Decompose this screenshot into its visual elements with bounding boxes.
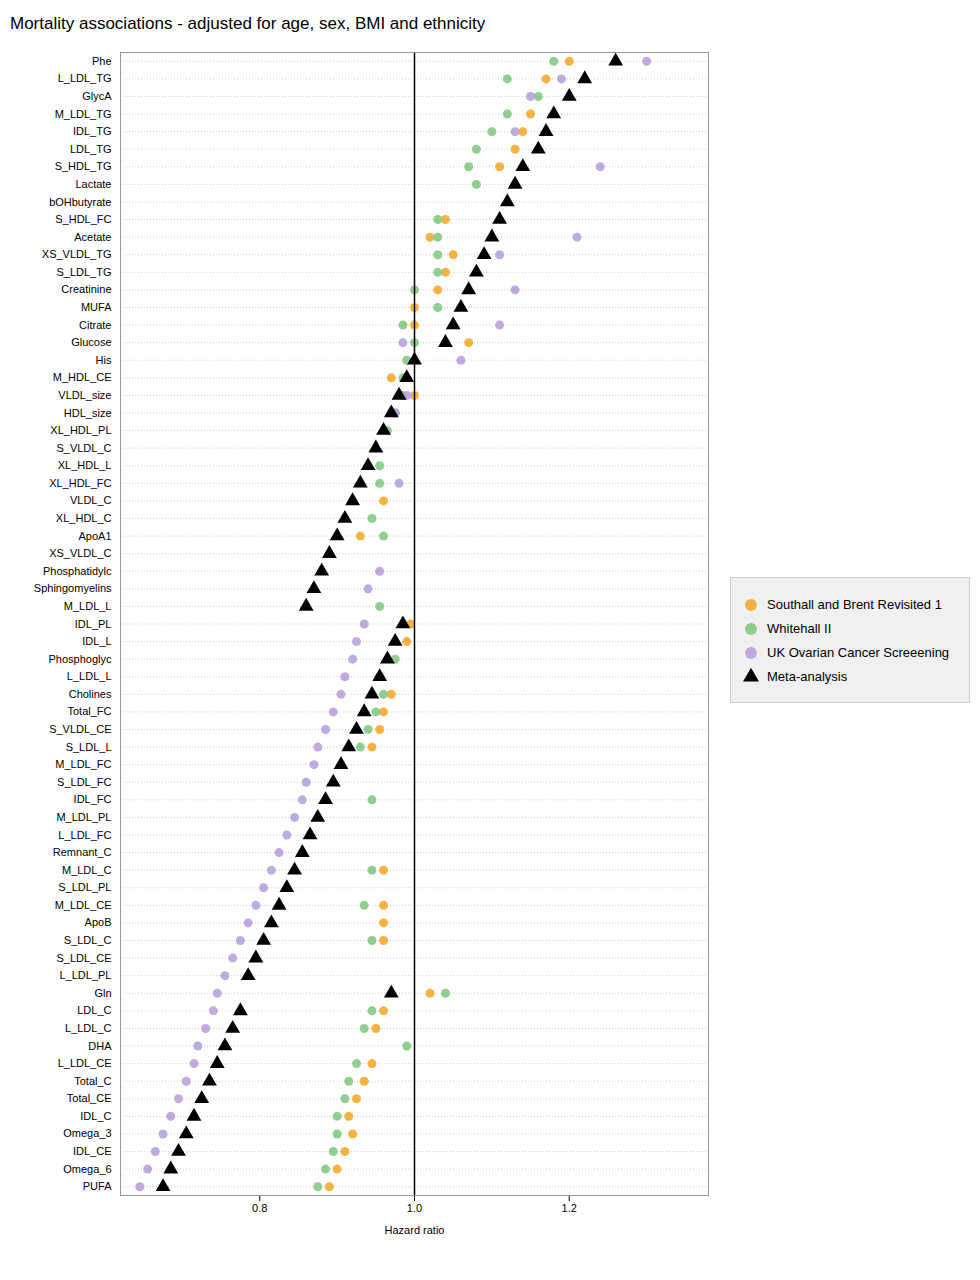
svg-text:S_LDL_FC: S_LDL_FC bbox=[57, 776, 111, 788]
html-text:Whitehall II: Whitehall II bbox=[767, 620, 832, 636]
svg-text:VLDL_C: VLDL_C bbox=[70, 494, 112, 506]
svg-text:Cholines: Cholines bbox=[69, 688, 112, 700]
svg-text:S_LDL_C: S_LDL_C bbox=[64, 934, 112, 946]
svg-text:Remnant_C: Remnant_C bbox=[53, 846, 112, 858]
svg-text:IDL_TG: IDL_TG bbox=[73, 125, 112, 137]
svg-text:M_LDL_FC: M_LDL_FC bbox=[55, 758, 111, 770]
svg-text:XS_VLDL_TG: XS_VLDL_TG bbox=[42, 248, 112, 260]
svg-text:M_LDL_C: M_LDL_C bbox=[62, 864, 112, 876]
svg-text:S_HDL_TG: S_HDL_TG bbox=[55, 160, 112, 172]
svg-text:M_HDL_CE: M_HDL_CE bbox=[53, 371, 112, 383]
svg-text:Total_C: Total_C bbox=[74, 1075, 111, 1087]
svg-text:IDL_FC: IDL_FC bbox=[74, 793, 112, 805]
svg-text:DHA: DHA bbox=[88, 1040, 112, 1052]
svg-text:XL_HDL_L: XL_HDL_L bbox=[58, 459, 112, 471]
svg-text:1.0: 1.0 bbox=[407, 1202, 422, 1214]
svg-text:IDL_C: IDL_C bbox=[80, 1110, 111, 1122]
svg-text:IDL_L: IDL_L bbox=[82, 635, 111, 647]
svg-text:PUFA: PUFA bbox=[83, 1180, 112, 1192]
svg-text:S_LDL_L: S_LDL_L bbox=[66, 741, 112, 753]
svg-text:L_LDL_L: L_LDL_L bbox=[67, 670, 112, 682]
svg-text:M_LDL_PL: M_LDL_PL bbox=[56, 811, 111, 823]
svg-text:IDL_CE: IDL_CE bbox=[73, 1145, 112, 1157]
html-text:Mortality associations - adjus: Mortality associations - adjusted for ag… bbox=[10, 14, 486, 33]
svg-text:Omega_3: Omega_3 bbox=[63, 1127, 111, 1139]
svg-text:Glucose: Glucose bbox=[71, 336, 111, 348]
svg-text:XL_HDL_C: XL_HDL_C bbox=[56, 512, 112, 524]
svg-text:IDL_PL: IDL_PL bbox=[75, 618, 112, 630]
svg-text:Lactate: Lactate bbox=[75, 178, 111, 190]
svg-text:HDL_size: HDL_size bbox=[64, 407, 112, 419]
svg-text:GlycA: GlycA bbox=[82, 90, 112, 102]
svg-text:Hazard ratio: Hazard ratio bbox=[385, 1224, 445, 1236]
svg-text:S_LDL_PL: S_LDL_PL bbox=[58, 881, 111, 893]
html-text:Meta-analysis: Meta-analysis bbox=[767, 668, 848, 684]
svg-text:XS_VLDL_C: XS_VLDL_C bbox=[49, 547, 111, 559]
svg-text:Creatinine: Creatinine bbox=[61, 283, 111, 295]
svg-text:M_LDL_L: M_LDL_L bbox=[64, 600, 112, 612]
svg-text:L_LDL_C: L_LDL_C bbox=[65, 1022, 112, 1034]
svg-text:M_LDL_TG: M_LDL_TG bbox=[55, 108, 112, 120]
svg-text:S_LDL_CE: S_LDL_CE bbox=[56, 952, 111, 964]
svg-text:VLDL_size: VLDL_size bbox=[58, 389, 111, 401]
svg-text:Gln: Gln bbox=[94, 987, 111, 999]
svg-text:Phosphoglyc: Phosphoglyc bbox=[49, 653, 112, 665]
svg-text:L_LDL_CE: L_LDL_CE bbox=[58, 1057, 112, 1069]
svg-text:Sphingomyelins: Sphingomyelins bbox=[34, 582, 112, 594]
svg-text:S_HDL_FC: S_HDL_FC bbox=[55, 213, 111, 225]
svg-text:L_LDL_PL: L_LDL_PL bbox=[60, 969, 112, 981]
svg-text:Acetate: Acetate bbox=[74, 231, 111, 243]
svg-text:LDL_TG: LDL_TG bbox=[70, 143, 112, 155]
svg-text:His: His bbox=[96, 354, 112, 366]
svg-text:Phosphatidylc: Phosphatidylc bbox=[43, 565, 112, 577]
html-text:UK Ovarian Cancer Screeening: UK Ovarian Cancer Screeening bbox=[767, 644, 950, 660]
svg-text:Citrate: Citrate bbox=[79, 319, 111, 331]
svg-text:Total_CE: Total_CE bbox=[67, 1092, 112, 1104]
svg-text:Total_FC: Total_FC bbox=[67, 705, 111, 717]
svg-text:L_LDL_FC: L_LDL_FC bbox=[58, 829, 111, 841]
svg-text:M_LDL_CE: M_LDL_CE bbox=[55, 899, 112, 911]
svg-text:0.8: 0.8 bbox=[252, 1202, 267, 1214]
svg-text:L_LDL_TG: L_LDL_TG bbox=[58, 72, 112, 84]
svg-text:XL_HDL_PL: XL_HDL_PL bbox=[50, 424, 111, 436]
svg-text:MUFA: MUFA bbox=[81, 301, 112, 313]
svg-text:Phe: Phe bbox=[92, 55, 112, 67]
svg-text:Omega_6: Omega_6 bbox=[63, 1163, 111, 1175]
svg-text:S_LDL_TG: S_LDL_TG bbox=[56, 266, 111, 278]
html-text:Southall and Brent Revisited 1: Southall and Brent Revisited 1 bbox=[767, 596, 942, 612]
svg-text:bOHbutyrate: bOHbutyrate bbox=[49, 195, 111, 207]
svg-text:XL_HDL_FC: XL_HDL_FC bbox=[49, 477, 111, 489]
svg-text:S_VLDL_CE: S_VLDL_CE bbox=[49, 723, 111, 735]
svg-text:LDL_C: LDL_C bbox=[77, 1004, 111, 1016]
svg-text:ApoA1: ApoA1 bbox=[78, 530, 111, 542]
svg-text:1.2: 1.2 bbox=[562, 1202, 577, 1214]
svg-text:S_VLDL_C: S_VLDL_C bbox=[56, 442, 111, 454]
svg-text:ApoB: ApoB bbox=[85, 916, 112, 928]
